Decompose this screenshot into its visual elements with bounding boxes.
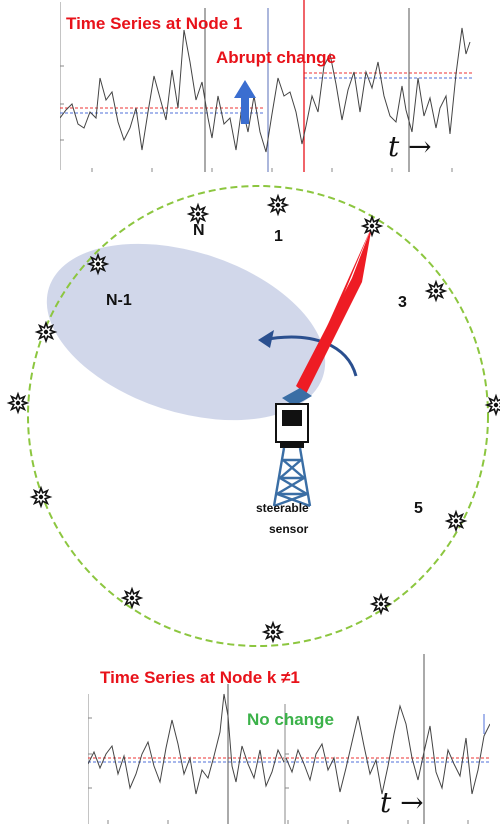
abrupt-change-label: Abrupt change (216, 48, 336, 67)
bottom-time-axis-label: t → (380, 786, 424, 819)
series-node-k-right (285, 704, 490, 795)
sensor-node-8 (261, 620, 285, 644)
steerable-sensor-tower (272, 388, 312, 508)
top-timeseries-plot (60, 0, 472, 172)
sensor-node-10 (29, 485, 53, 509)
sensor-node-13 (86, 252, 110, 276)
sensor-node-3 (360, 214, 384, 238)
sensor-node-4 (424, 279, 448, 303)
sensor-node-2 (266, 193, 290, 217)
bottom-timeseries-plot (88, 654, 490, 824)
node-ring (27, 185, 489, 647)
sensor-beam-body (296, 226, 372, 394)
sensor-node-5 (484, 393, 500, 417)
sensor-label-line2: sensor (269, 522, 309, 536)
sensor-node-6 (444, 509, 468, 533)
node-label-5: 5 (414, 500, 423, 517)
sensor-node-7 (369, 592, 393, 616)
top-time-axis-label: t → (388, 130, 432, 163)
series-node-1 (60, 27, 471, 153)
sensor-node-12 (34, 320, 58, 344)
series-node-k-left (88, 693, 285, 795)
node-label-n-minus-1: N-1 (106, 292, 132, 309)
top-panel-title: Time Series at Node 1 (66, 14, 243, 33)
bottom-timeseries-panel: Time Series at Node k ≠1 No change t → (88, 654, 490, 824)
bottom-panel-title: Time Series at Node k ≠1 (100, 668, 300, 687)
no-change-label: No change (247, 710, 334, 729)
sensor-node-9 (120, 586, 144, 610)
node-label-3: 3 (398, 294, 407, 311)
sensor-label-line1: steerable (256, 501, 309, 515)
rotation-arrowhead (258, 330, 274, 348)
change-up-arrow (234, 80, 256, 124)
sensor-node-11 (6, 391, 30, 415)
top-timeseries-panel: Time Series at Node 1 Abrupt change t → (60, 0, 472, 172)
node-label-1: 1 (274, 228, 283, 245)
sensor-beam (299, 226, 372, 393)
rotation-arrow (261, 335, 358, 377)
sensor-coverage-area (46, 243, 326, 421)
node-label-n: N (193, 222, 205, 239)
sensor-node-1 (186, 202, 210, 226)
